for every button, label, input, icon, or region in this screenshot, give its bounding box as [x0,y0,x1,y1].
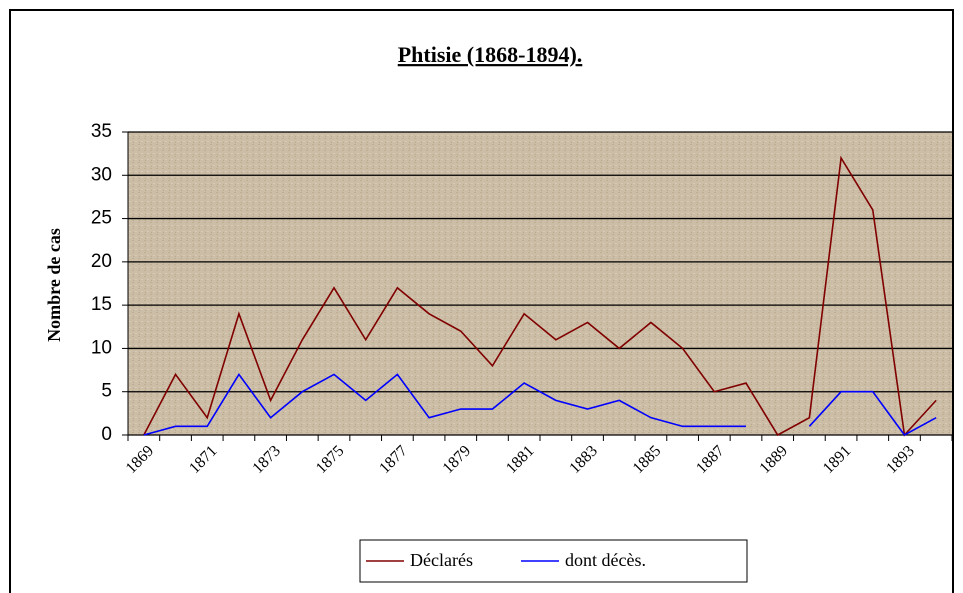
x-tick-label: 1891 [820,442,855,477]
x-tick-label: 1883 [566,442,601,477]
y-tick-label: 15 [91,294,112,315]
chart-title: Phtisie (1868-1894). [398,42,583,67]
x-tick-label: 1893 [883,442,918,477]
y-tick-label: 25 [91,208,112,229]
legend-label: Déclarés [410,550,473,570]
y-tick-label: 20 [91,251,112,272]
x-tick-label: 1871 [186,442,221,477]
x-tick-label: 1879 [440,442,475,477]
y-tick-label: 30 [91,164,112,185]
y-tick-label: 35 [91,121,112,142]
legend-label: dont décès. [565,550,646,570]
x-tick-label: 1885 [630,442,665,477]
series-line [143,155,937,437]
x-tick-label: 1873 [249,442,284,477]
y-tick-label: 10 [91,337,112,358]
plot-area [128,132,952,435]
x-tick-label: 1887 [693,442,728,477]
y-tick-label: 5 [101,381,112,402]
series-line [143,372,937,437]
x-tick-label: 1889 [756,442,791,477]
x-tick-label: 1877 [376,442,411,477]
frame [9,9,954,593]
x-tick-label: 1875 [313,442,348,477]
x-tick-label: 1881 [503,442,538,477]
x-tick-label: 1869 [123,442,158,477]
y-tick-label: 0 [101,424,112,445]
y-axis-title: Nombre de cas [44,228,64,342]
